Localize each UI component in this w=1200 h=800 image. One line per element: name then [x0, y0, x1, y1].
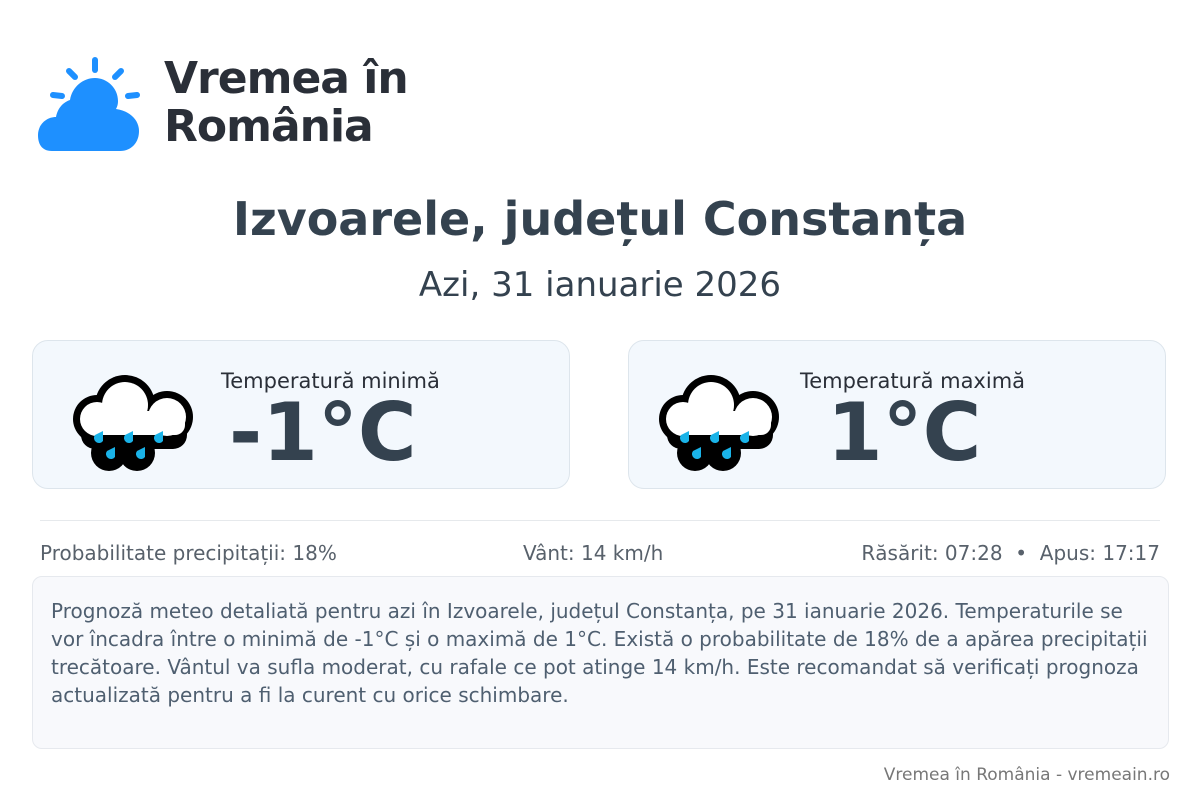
min-temperature-label: Temperatură minimă	[221, 369, 440, 393]
page-title: Izvoarele, județul Constanța	[232, 192, 968, 246]
forecast-date: Azi, 31 ianuarie 2026	[418, 265, 782, 305]
precipitation-probability: Probabilitate precipitații: 18%	[40, 541, 337, 565]
forecast-description: Prognoză meteo detaliată pentru azi în I…	[32, 576, 1169, 749]
logo-text: Vremea în România	[164, 53, 409, 152]
sunrise-sunset: Răsărit: 07:28 • Apus: 17:17	[861, 541, 1160, 565]
max-temperature-label: Temperatură maximă	[800, 369, 1026, 393]
logo-line2: România	[164, 101, 374, 152]
rain-cloud-icon	[73, 375, 193, 471]
logo-line1: Vremea în	[164, 53, 409, 104]
divider	[40, 520, 1160, 521]
min-temperature-value: -1°C	[229, 386, 417, 479]
rain-cloud-icon	[659, 375, 779, 471]
max-temperature-value: 1°C	[827, 386, 982, 479]
footer-credit[interactable]: Vremea în România - vremeain.ro	[883, 765, 1170, 785]
max-temperature-card: Temperatură maximă 1°C	[628, 340, 1166, 489]
min-temperature-card: Temperatură minimă -1°C	[32, 340, 570, 489]
sun-cloud-logo-icon	[38, 57, 140, 151]
logo[interactable]: Vremea în România	[38, 53, 409, 152]
wind-speed: Vânt: 14 km/h	[523, 541, 664, 565]
